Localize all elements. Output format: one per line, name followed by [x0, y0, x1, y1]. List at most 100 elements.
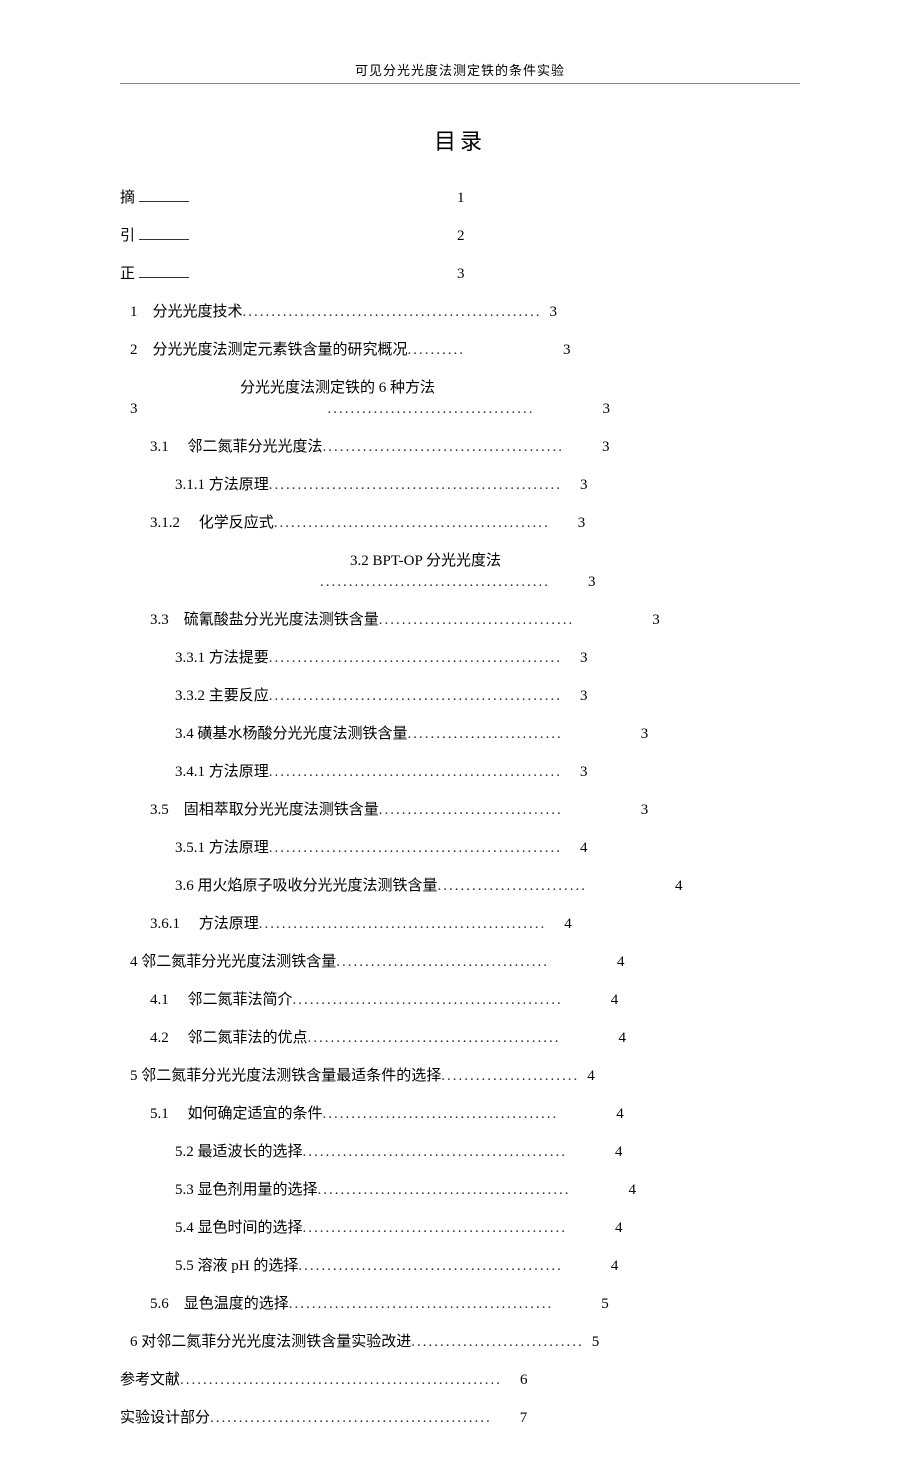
- toc-entry: 3.1 邻二氮菲分光光度法 ..........................…: [120, 435, 800, 459]
- entry-label: 3.3.1 方法提要: [175, 646, 269, 670]
- toc-entry: 6 对邻二氮菲分光光度法测铁含量实验改进 ...................…: [120, 1330, 800, 1354]
- dot-leader: ........................................…: [303, 1140, 568, 1164]
- toc-container: 摘1引2正31 分光光度技术 .........................…: [120, 186, 800, 1430]
- toc-entry: 3.4.1 方法原理 .............................…: [120, 760, 800, 784]
- page-number: 4: [603, 988, 619, 1012]
- entry-label: 3.5 固相萃取分光光度法测铁含量: [150, 798, 379, 822]
- page-number: 5: [584, 1330, 600, 1354]
- toc-entry: 3.5 固相萃取分光光度法测铁含量 ......................…: [120, 798, 800, 822]
- entry-label: 5.3 显色剂用量的选择: [175, 1178, 318, 1202]
- dot-leader: ..................................: [379, 608, 575, 632]
- dot-leader: ....................................: [328, 397, 535, 421]
- page-number: 2: [449, 224, 465, 248]
- toc-entry: 3.1.2 化学反应式 ............................…: [120, 511, 800, 535]
- page-number: 4: [572, 836, 588, 860]
- toc-entry: 3.4 磺基水杨酸分光光度法测铁含量 .....................…: [120, 722, 800, 746]
- entry-label: 3.6 用火焰原子吸收分光光度法测铁含量: [175, 874, 438, 898]
- page-number: 4: [621, 1178, 637, 1202]
- toc-entry: 4.2 邻二氮菲法的优点 ...........................…: [120, 1026, 800, 1050]
- page-number: 3: [570, 511, 586, 535]
- entry-label: 5.5 溶液 pH 的选择: [175, 1254, 298, 1278]
- toc-entry: 5.4 显色时间的选择 ............................…: [120, 1216, 800, 1240]
- toc-entry: 5.5 溶液 pH 的选择 ..........................…: [120, 1254, 800, 1278]
- page-number: 4: [556, 912, 572, 936]
- dot-leader: ........................................…: [243, 300, 542, 324]
- page-number: 3: [594, 435, 610, 459]
- toc-entry: 5.2 最适波长的选择 ............................…: [120, 1140, 800, 1164]
- dot-leader: ........................................…: [259, 912, 547, 936]
- dot-leader: ........................................…: [269, 646, 562, 670]
- entry-underline: [139, 277, 189, 278]
- toc-title: 目录: [120, 124, 800, 156]
- toc-entry: 3.1.1 方法原理 .............................…: [120, 473, 800, 497]
- entry-label: 3.3 硫氰酸盐分光光度法测铁含量: [150, 608, 379, 632]
- dot-leader: ........................................…: [318, 1178, 571, 1202]
- page-number: 4: [579, 1064, 595, 1088]
- dot-leader: ................................: [379, 798, 563, 822]
- entry-label: 摘: [120, 186, 135, 210]
- toc-entry: 3.3.1 方法提要 .............................…: [120, 646, 800, 670]
- toc-entry: 5 邻二氮菲分光光度法测铁含量最适条件的选择 .................…: [120, 1064, 800, 1088]
- entry-label: 2 分光光度法测定元素铁含量的研究概况: [130, 338, 408, 362]
- entry-label: 3.1.2 化学反应式: [150, 511, 274, 535]
- entry-label: 3.1.1 方法原理: [175, 473, 269, 497]
- page-number: 3: [633, 798, 649, 822]
- header-rule: [120, 83, 800, 84]
- toc-entry: 3.3 硫氰酸盐分光光度法测铁含量 ......................…: [120, 608, 800, 632]
- entry-label: 5.1 如何确定适宜的条件: [150, 1102, 323, 1126]
- entry-label: 3.1 邻二氮菲分光光度法: [150, 435, 323, 459]
- entry-underline: [139, 201, 189, 202]
- dot-leader: ........................................…: [269, 836, 562, 860]
- page-number: 3: [572, 760, 588, 784]
- toc-entry: 3.6 用火焰原子吸收分光光度法测铁含量 ...................…: [120, 874, 800, 898]
- dot-leader: ........................................…: [323, 435, 565, 459]
- page-number: 3: [572, 473, 588, 497]
- dot-leader: ........................................…: [303, 1216, 568, 1240]
- toc-entry: 2 分光光度法测定元素铁含量的研究概况 ..........3: [120, 338, 800, 362]
- entry-label: 6 对邻二氮菲分光光度法测铁含量实验改进: [130, 1330, 411, 1354]
- dot-leader: ........................................: [320, 570, 550, 594]
- page-number: 3: [633, 722, 649, 746]
- toc-entry: 实验设计部分 .................................…: [120, 1406, 800, 1430]
- page-number: 3: [595, 397, 611, 421]
- entry-label: 3.2 BPT-OP 分光光度法: [120, 549, 800, 570]
- page-number: 3: [644, 608, 660, 632]
- page-number: 4: [607, 1140, 623, 1164]
- toc-entry: 参考文献 ...................................…: [120, 1368, 800, 1392]
- toc-entry: 5.6 显色温度的选择 ............................…: [120, 1292, 800, 1316]
- entry-label: 1 分光光度技术: [130, 300, 243, 324]
- toc-entry: 4 邻二氮菲分光光度法测铁含量 ........................…: [120, 950, 800, 974]
- page-number: 5: [593, 1292, 609, 1316]
- dot-leader: ...........................: [408, 722, 563, 746]
- entry-underline: [139, 239, 189, 240]
- dot-leader: ........................................…: [269, 684, 562, 708]
- dot-leader: ........................................…: [274, 511, 550, 535]
- entry-label: 5.2 最适波长的选择: [175, 1140, 303, 1164]
- dot-leader: ........................................…: [293, 988, 563, 1012]
- page-number: 4: [667, 874, 683, 898]
- toc-entry: 4.1 邻二氮菲法简介 ............................…: [120, 988, 800, 1012]
- dot-leader: .....................................: [336, 950, 549, 974]
- page-number: 7: [512, 1406, 528, 1430]
- entry-label: 4.1 邻二氮菲法简介: [150, 988, 293, 1012]
- entry-label: 3.5.1 方法原理: [175, 836, 269, 860]
- entry-label: 参考文献: [120, 1368, 180, 1392]
- toc-entry: 3.6.1 方法原理 .............................…: [120, 912, 800, 936]
- entry-label: 4.2 邻二氮菲法的优点: [150, 1026, 308, 1050]
- page-number: 3: [580, 570, 596, 594]
- dot-leader: ........................................…: [323, 1102, 559, 1126]
- entry-label: 正: [120, 262, 135, 286]
- toc-entry: 分光光度法测定铁的 6 种方法3........................…: [120, 376, 800, 421]
- page-number: 3: [572, 646, 588, 670]
- page-number: 4: [608, 1102, 624, 1126]
- dot-leader: ........................................…: [210, 1406, 492, 1430]
- page-number: 4: [609, 950, 625, 974]
- toc-entry: 5.3 显色剂用量的选择 ...........................…: [120, 1178, 800, 1202]
- toc-entry: 3.5.1 方法原理 .............................…: [120, 836, 800, 860]
- toc-entry: 3.3.2 主要反应 .............................…: [120, 684, 800, 708]
- entry-label: 4 邻二氮菲分光光度法测铁含量: [130, 950, 336, 974]
- page-number: 3: [555, 338, 571, 362]
- page-number: 3: [449, 262, 465, 286]
- page-number: 4: [611, 1026, 627, 1050]
- toc-entry: 引2: [120, 224, 800, 248]
